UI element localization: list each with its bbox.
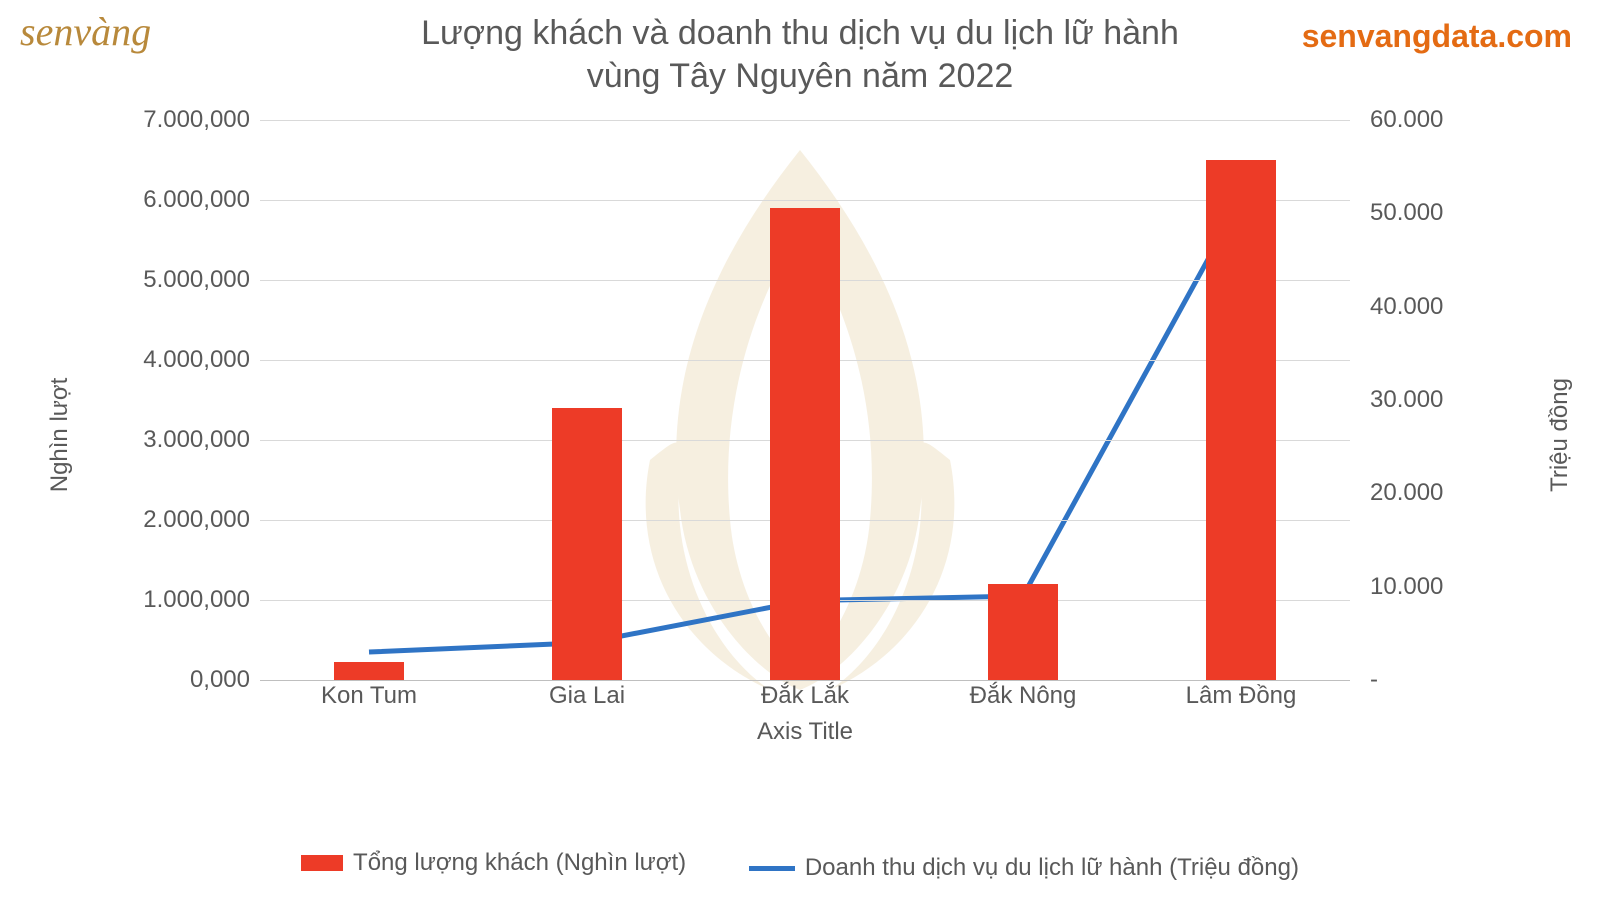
y-left-tick-label: 0,000 [110, 666, 250, 694]
bar [552, 408, 622, 680]
y-right-tick-label: 20.000 [1370, 479, 1480, 507]
bar [1206, 160, 1276, 680]
category-label: Gia Lai [549, 682, 625, 710]
brand-logo-text: senvàng [20, 9, 151, 54]
chart-title-line2: vùng Tây Nguyên năm 2022 [587, 57, 1014, 95]
brand-logo: senvàng [20, 8, 151, 55]
bar [988, 584, 1058, 680]
x-axis-title: Axis Title [260, 718, 1350, 746]
y-right-tick-label: - [1370, 666, 1480, 694]
legend-swatch-bar [301, 855, 343, 871]
gridline [260, 120, 1350, 121]
gridline [260, 200, 1350, 201]
chart-container: Nghìn lượt Triệu đồng Axis Title 0,0001.… [100, 110, 1500, 760]
y-right-tick-label: 10.000 [1370, 573, 1480, 601]
legend: Tổng lượng khách (Nghìn lượt) Doanh thu … [0, 849, 1600, 883]
y-right-tick-label: 40.000 [1370, 293, 1480, 321]
y-left-tick-label: 5.000,000 [110, 266, 250, 294]
legend-label-bars: Tổng lượng khách (Nghìn lượt) [353, 849, 686, 877]
y-right-tick-label: 30.000 [1370, 386, 1480, 414]
y-left-tick-label: 7.000,000 [110, 106, 250, 134]
bar [334, 662, 404, 680]
y-left-tick-label: 6.000,000 [110, 186, 250, 214]
y-left-tick-label: 2.000,000 [110, 506, 250, 534]
category-label: Đắk Lắk [761, 682, 849, 710]
plot-area [260, 120, 1350, 680]
chart-title-line1: Lượng khách và doanh thu dịch vụ du lịch… [421, 14, 1179, 52]
y-right-tick-label: 60.000 [1370, 106, 1480, 134]
y-left-tick-label: 4.000,000 [110, 346, 250, 374]
legend-item-bars: Tổng lượng khách (Nghìn lượt) [301, 849, 686, 877]
y-left-tick-label: 1.000,000 [110, 586, 250, 614]
y-right-tick-label: 50.000 [1370, 199, 1480, 227]
category-label: Lâm Đồng [1186, 682, 1297, 710]
category-label: Kon Tum [321, 682, 417, 710]
gridline [260, 680, 1350, 681]
y-left-tick-label: 3.000,000 [110, 426, 250, 454]
category-label: Đắk Nông [970, 682, 1077, 710]
bar [770, 208, 840, 680]
legend-item-line: Doanh thu dịch vụ du lịch lữ hành (Triệu… [749, 854, 1299, 882]
y-right-axis-title: Triệu đồng [1546, 378, 1574, 492]
site-url: senvangdata.com [1302, 18, 1572, 55]
legend-label-line: Doanh thu dịch vụ du lịch lữ hành (Triệu… [805, 854, 1299, 882]
y-left-axis-title: Nghìn lượt [46, 378, 74, 493]
legend-swatch-line [749, 866, 795, 871]
